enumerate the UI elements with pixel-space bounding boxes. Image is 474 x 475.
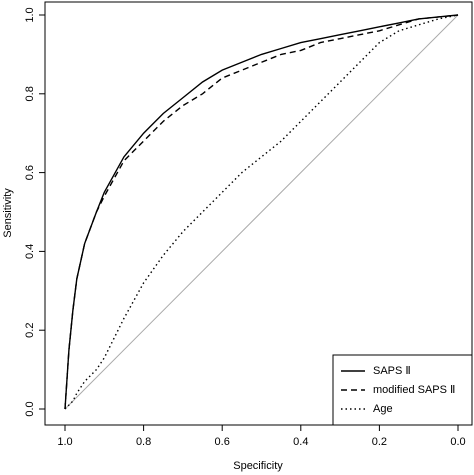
roc-curve [64, 14, 459, 410]
y-tick-label: 0.2 [24, 323, 36, 338]
legend-label: SAPS Ⅱ [373, 365, 411, 377]
y-tick-label: 0.6 [24, 165, 36, 180]
x-tick-label: 0.0 [450, 436, 465, 448]
x-axis-title: Specificity [233, 460, 283, 472]
x-tick-label: 1.0 [57, 436, 72, 448]
legend-label: Age [373, 403, 393, 415]
y-tick-label: 0.0 [24, 401, 36, 416]
y-tick-label: 0.4 [24, 244, 36, 259]
roc-curve [64, 14, 459, 410]
x-tick-label: 0.2 [372, 436, 387, 448]
plot-frame [44, 1, 473, 426]
legend-label: modified SAPS Ⅱ [373, 384, 455, 396]
y-axis-title: Sensitivity [2, 188, 14, 238]
roc-curve [64, 14, 459, 410]
reference-line [64, 14, 459, 410]
y-tick-label: 1.0 [24, 7, 36, 22]
x-tick-label: 0.6 [215, 436, 230, 448]
x-tick-label: 0.4 [293, 436, 308, 448]
x-tick-label: 0.8 [136, 436, 151, 448]
y-tick-label: 0.8 [24, 86, 36, 101]
